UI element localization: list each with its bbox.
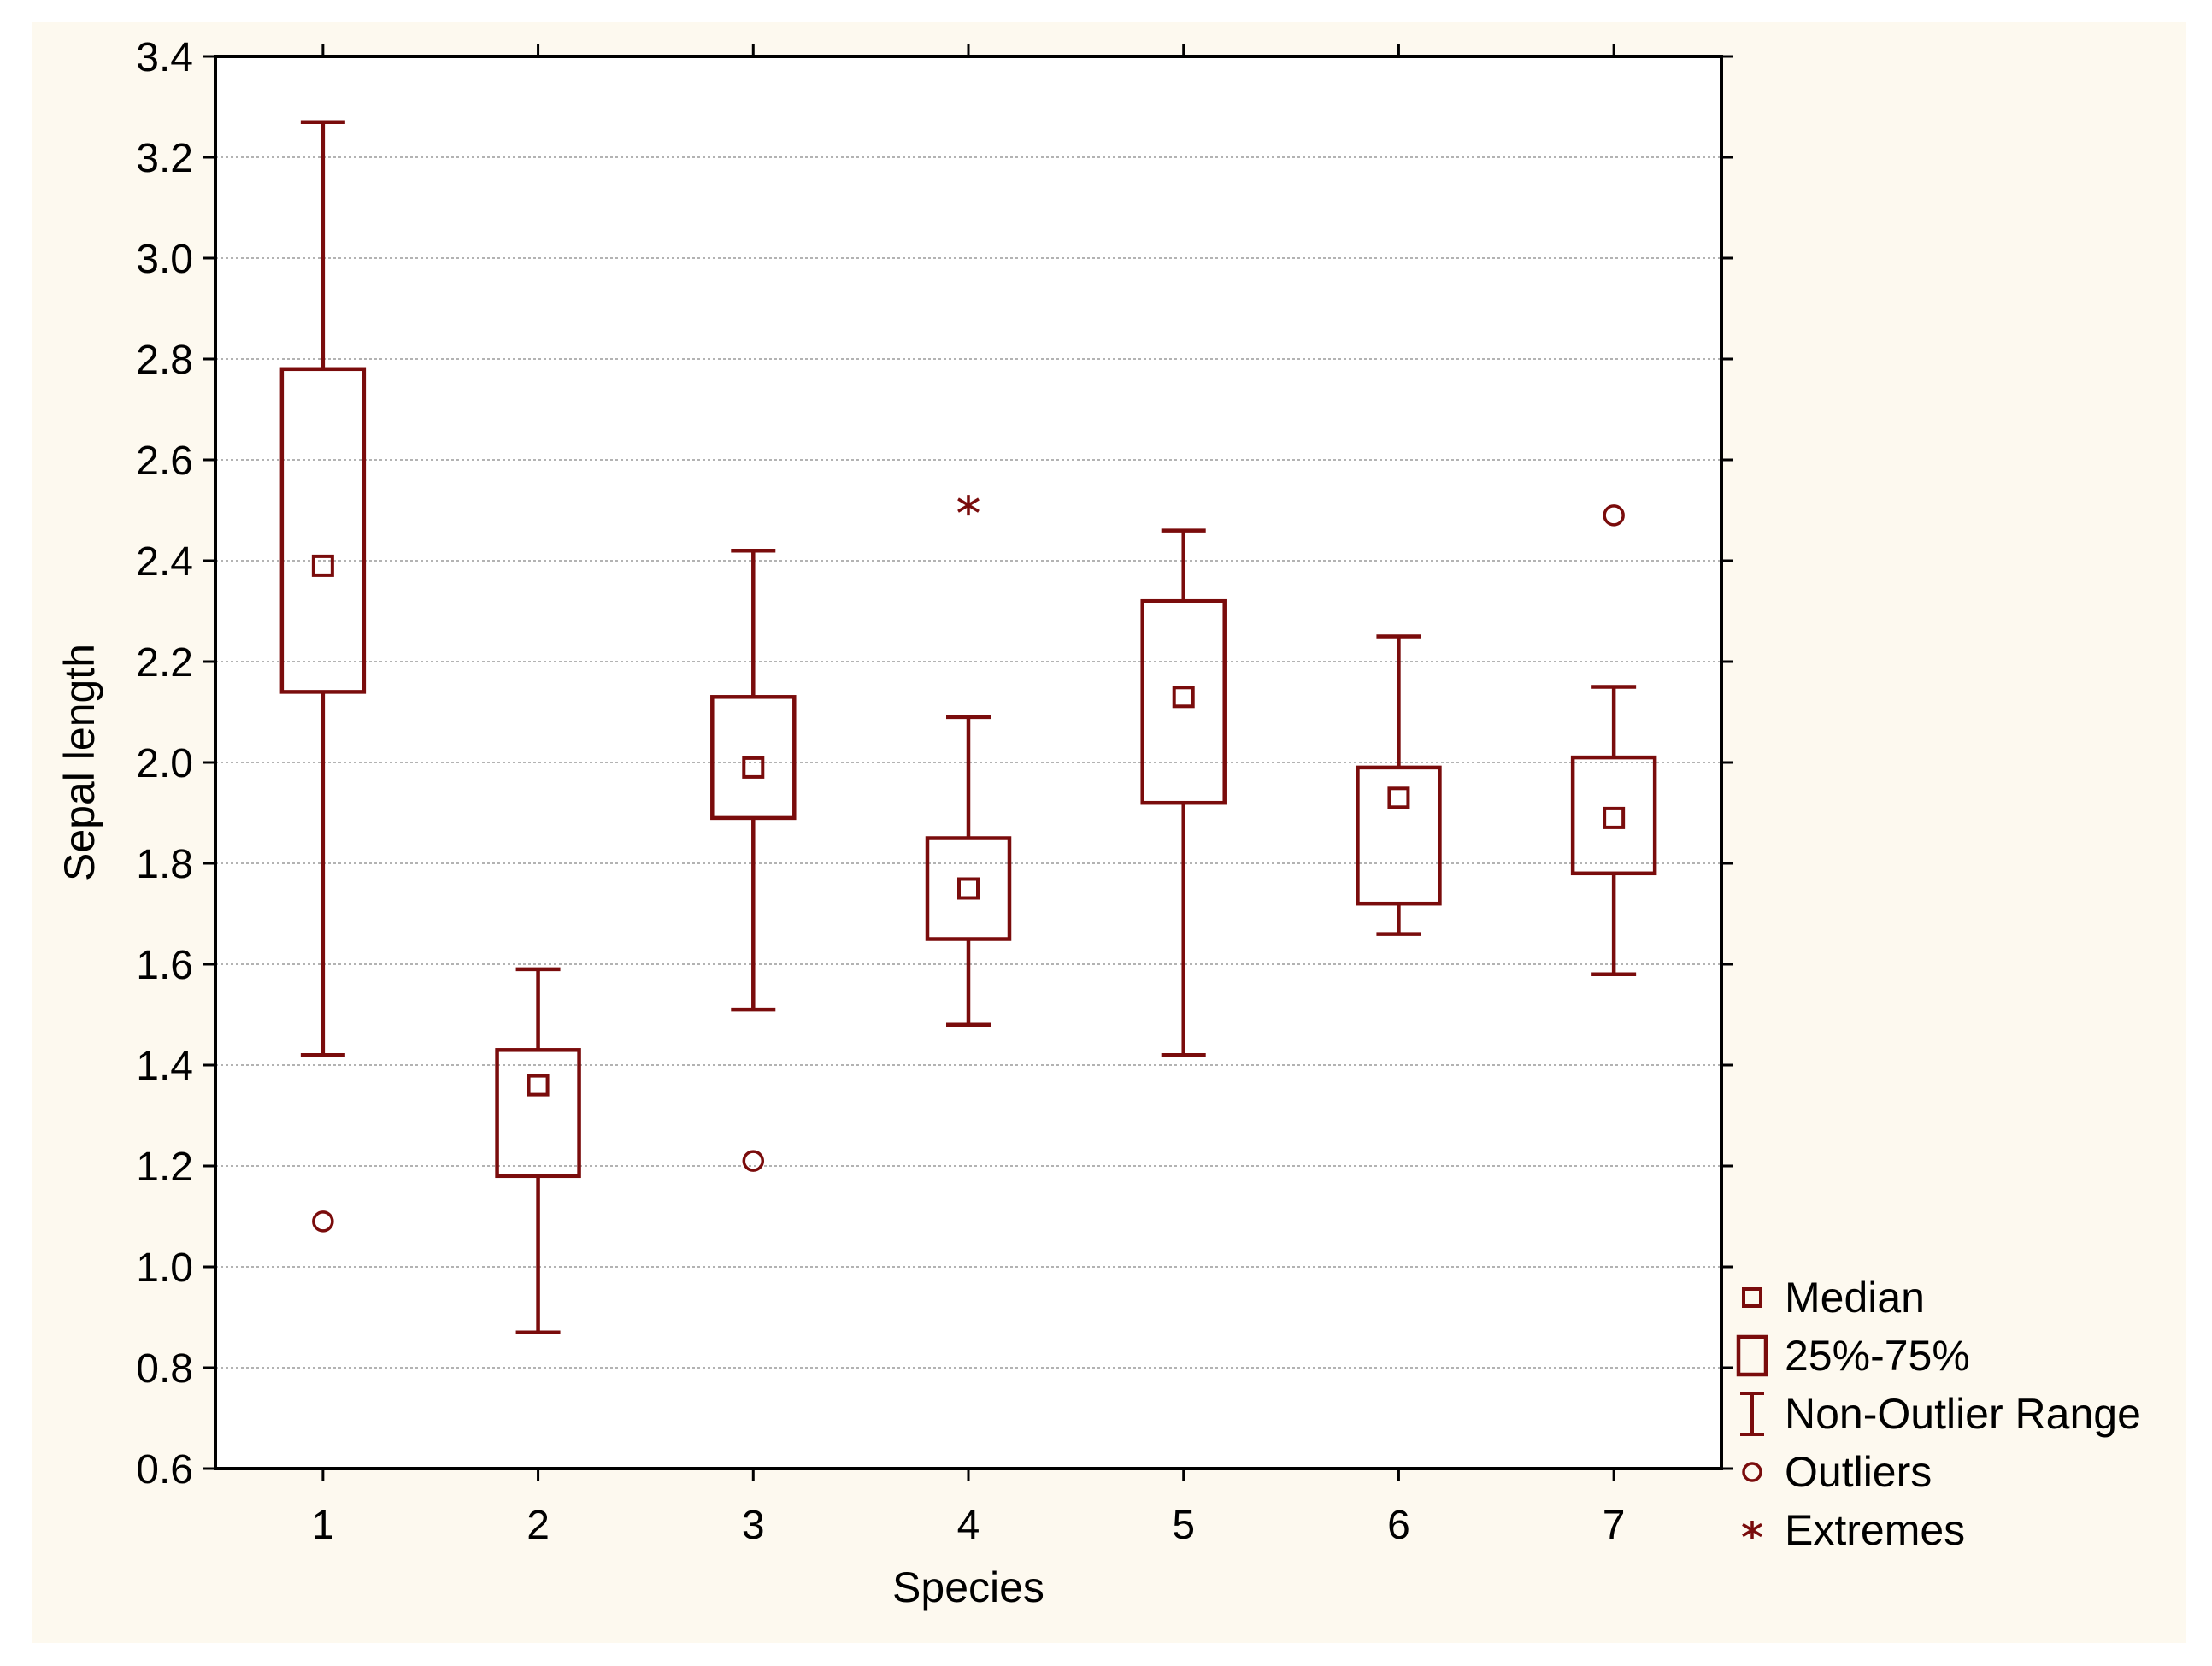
legend-label: Extremes <box>1785 1506 1965 1554</box>
chart-panel: 0.6 0.8 1.0 1.2 1.4 1.6 1.8 2.0 2.2 2.4 2.6 2.8 3.0 3… <box>32 22 2186 1643</box>
y-tick-label: 1.4 <box>136 1044 193 1089</box>
box-group-species-3 <box>710 548 797 1172</box>
box-plot-chart: 0.6 0.8 1.0 1.2 1.4 1.6 1.8 2.0 2.2 2.4 2.6 2.8 3.0 3… <box>56 35 2141 1611</box>
y-tick-label: 0.6 <box>136 1447 193 1492</box>
legend-label: Non-Outlier Range <box>1785 1390 2141 1438</box>
legend-label: Median <box>1785 1274 1925 1322</box>
box-group-species-1 <box>279 120 367 1233</box>
legend-extreme-icon <box>1742 1521 1762 1539</box>
median-marker <box>1172 686 1195 709</box>
legend-outlier-icon <box>1742 1462 1762 1482</box>
y-tick-label: 3.4 <box>136 35 193 80</box>
legend-item-box: 25%-75% <box>1736 1332 1970 1380</box>
box-group-species-5 <box>1140 528 1227 1057</box>
y-tick-label: 0.8 <box>136 1346 193 1392</box>
x-tick-label: 3 <box>742 1503 765 1548</box>
y-tick-label: 1.0 <box>136 1245 193 1291</box>
outlier-marker <box>1603 504 1625 527</box>
box-series <box>279 120 1657 1334</box>
y-tick-label: 1.8 <box>136 842 193 887</box>
y-tick-label: 3.0 <box>136 237 193 282</box>
box-group-species-6 <box>1356 634 1442 936</box>
legend: Median 25%-75% Non-Outlier Range Outliers Ex… <box>1736 1274 2141 1554</box>
outlier-marker <box>312 1210 334 1233</box>
box-group-species-7 <box>1570 504 1657 977</box>
legend-item-outlier: Outliers <box>1742 1448 1932 1496</box>
y-tick-label: 2.8 <box>136 338 193 383</box>
iqr-box <box>1570 755 1657 876</box>
median-marker <box>957 877 980 900</box>
y-axis-ticks: 0.6 0.8 1.0 1.2 1.4 1.6 1.8 2.0 2.2 2.4 2.6 2.8 3.0 3… <box>136 35 1733 1492</box>
x-tick-label: 6 <box>1387 1503 1410 1548</box>
median-marker <box>742 756 765 779</box>
plot-frame <box>214 55 1723 1470</box>
median-marker <box>1603 806 1626 829</box>
y-tick-label: 2.0 <box>136 741 193 786</box>
iqr-box <box>279 367 367 694</box>
legend-label: 25%-75% <box>1785 1332 1970 1380</box>
y-tick-label: 1.2 <box>136 1145 193 1190</box>
y-tick-label: 2.6 <box>136 439 193 484</box>
outlier-marker <box>742 1150 765 1172</box>
legend-box-icon <box>1736 1334 1768 1377</box>
y-axis-label: Sepal length <box>56 644 103 881</box>
legend-median-icon <box>1742 1287 1762 1308</box>
iqr-box <box>1356 765 1442 906</box>
legend-item-extreme: Extremes <box>1742 1506 1965 1554</box>
y-tick-label: 1.6 <box>136 943 193 988</box>
legend-label: Outliers <box>1785 1448 1932 1496</box>
iqr-box <box>1140 598 1227 805</box>
x-tick-label: 7 <box>1603 1503 1626 1548</box>
extreme-marker <box>957 495 980 516</box>
y-tick-label: 2.4 <box>136 539 193 585</box>
legend-item-median: Median <box>1742 1274 1925 1322</box>
x-axis-label: Species <box>892 1563 1044 1611</box>
x-tick-label: 2 <box>527 1503 550 1548</box>
x-tick-label: 5 <box>1172 1503 1195 1548</box>
y-tick-label: 2.2 <box>136 640 193 686</box>
box-group-species-2 <box>495 967 581 1334</box>
iqr-box <box>710 695 797 821</box>
box-group-species-4 <box>925 495 1012 1027</box>
median-marker <box>1387 786 1410 809</box>
legend-whisker-icon <box>1740 1392 1764 1436</box>
median-marker <box>527 1074 550 1097</box>
x-axis-ticks: 1 2 3 4 5 6 7 <box>312 44 1626 1548</box>
y-tick-label: 3.2 <box>136 136 193 181</box>
x-tick-label: 1 <box>312 1503 335 1548</box>
iqr-box <box>925 836 1012 941</box>
x-tick-label: 4 <box>957 1503 980 1548</box>
iqr-box <box>495 1048 581 1179</box>
median-marker <box>311 554 334 577</box>
legend-item-whisker: Non-Outlier Range <box>1740 1390 2141 1438</box>
